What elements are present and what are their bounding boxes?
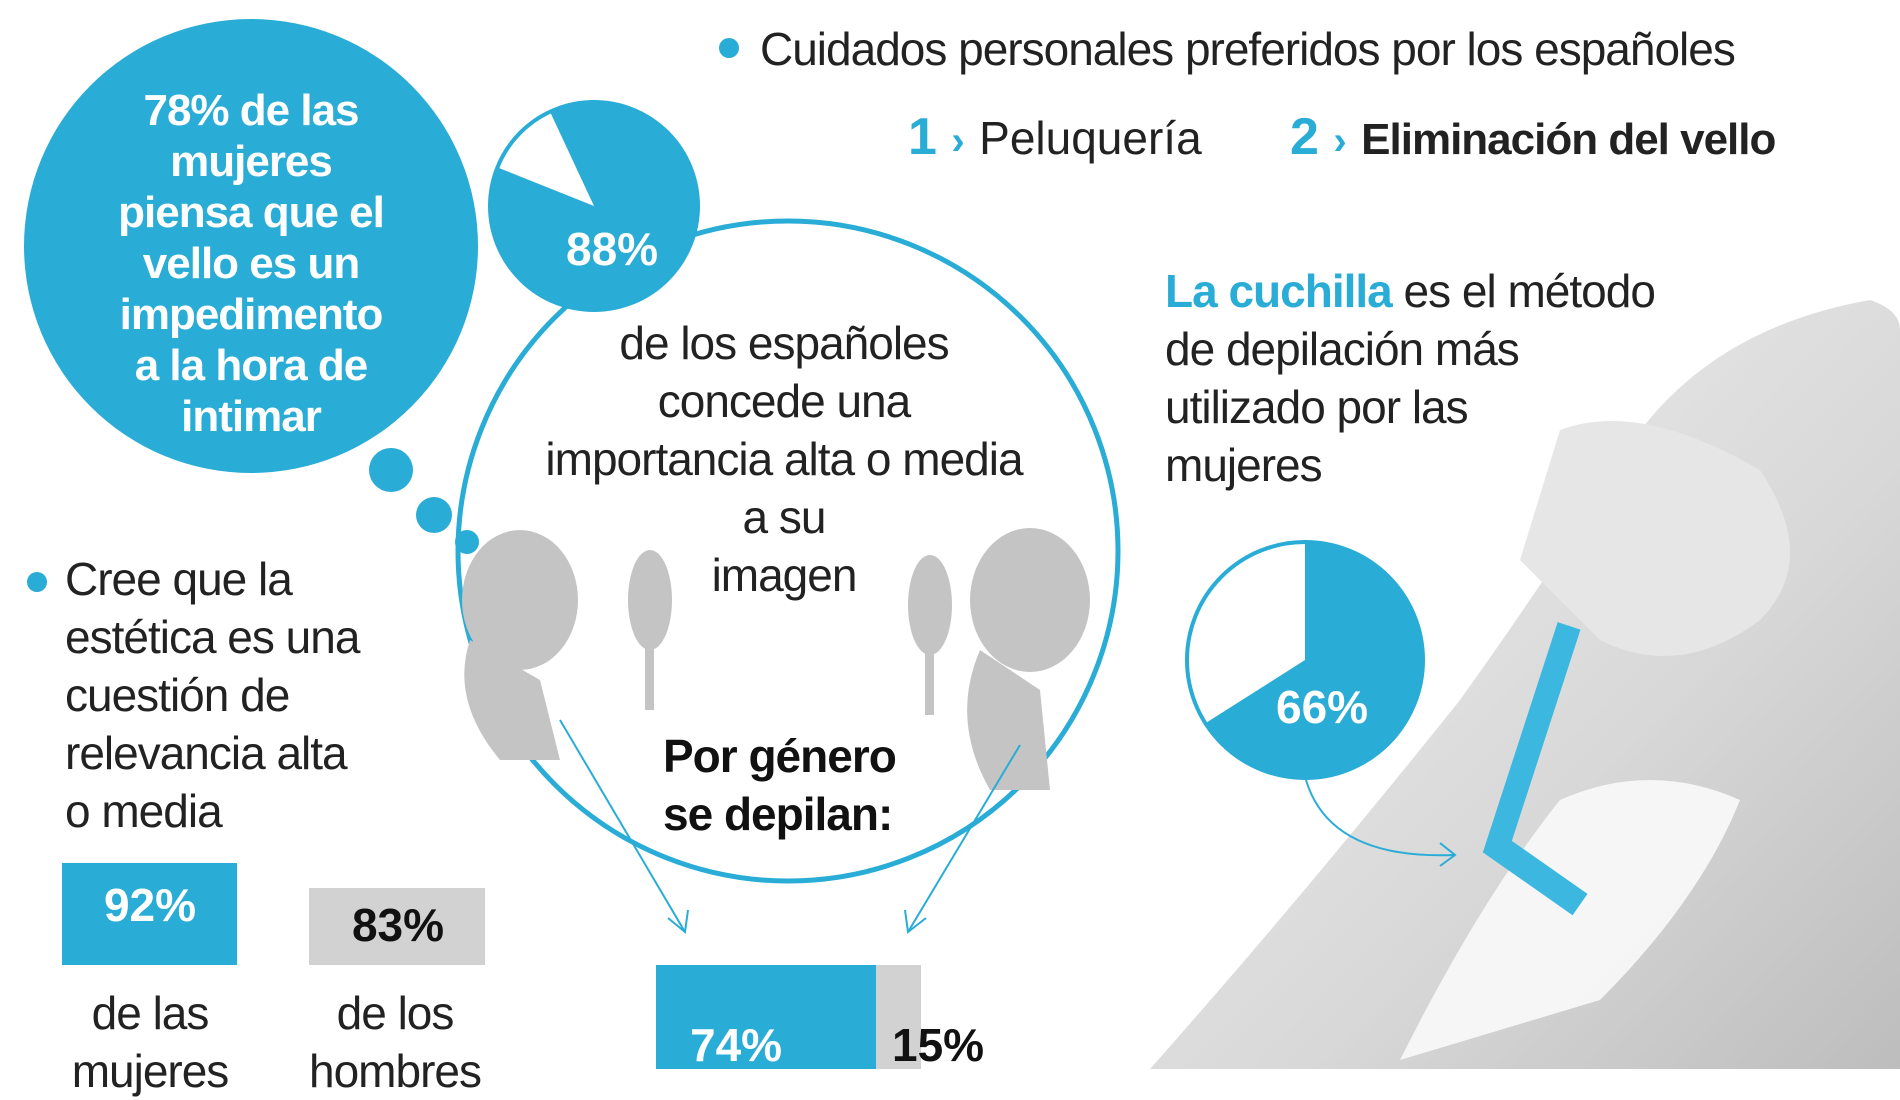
thought-bubble-dot <box>416 497 452 533</box>
women-aesthetics-value: 92% <box>103 879 197 931</box>
men-aesthetics-value: 83% <box>351 899 445 951</box>
thought-bubble <box>24 19 478 473</box>
bubble-line: impedimento <box>119 290 384 339</box>
bubble-line: piensa que el <box>118 188 385 237</box>
bullet-dot-icon <box>27 572 47 592</box>
aesthetics-line: relevancia alta <box>65 727 348 779</box>
bubble-line: a la hora de <box>134 341 369 390</box>
razor-line: La cuchilla es el método <box>1165 262 1656 320</box>
importance-line: a su <box>742 491 827 543</box>
pie-88-label: 88% <box>566 223 659 275</box>
pie-66-percent <box>1185 540 1425 780</box>
label-line: de los <box>336 987 455 1039</box>
razor-rest: es el método <box>1391 265 1656 317</box>
thought-bubble-dot <box>455 530 479 554</box>
bubble-line: 78% de las <box>143 86 359 135</box>
bar-men-15 <box>876 965 921 1069</box>
pie-slice <box>1205 542 1423 778</box>
men-depilate-value: 15% <box>892 1019 985 1071</box>
bar-women-92 <box>62 863 237 965</box>
chevron-right-icon: › <box>1333 119 1347 163</box>
importance-text: de los españoles concede una importancia… <box>545 314 1023 604</box>
importance-line: de los españoles <box>619 317 949 369</box>
bubble-text: 78% de las mujeres piensa que el vello e… <box>118 85 385 442</box>
man-with-mirror-icon <box>462 530 672 760</box>
chevron-right-icon: › <box>951 119 965 163</box>
rank-1-label: Peluquería <box>979 112 1202 164</box>
aesthetics-text: Cree que la estética es una cuestión de … <box>65 550 360 840</box>
razor-photo <box>1150 300 1900 1069</box>
aesthetics-line: estética es una <box>65 611 360 663</box>
aesthetics-line: o media <box>65 785 223 837</box>
razor-text: La cuchilla es el método de depilación m… <box>1165 262 1656 494</box>
rank-2-number: 2 <box>1290 108 1319 166</box>
arrow-icon <box>559 719 1457 934</box>
rank-1-number: 1 <box>908 108 937 166</box>
label-line: mujeres <box>71 1045 230 1097</box>
bubble-line: intimar <box>181 392 322 441</box>
gender-title: Por género se depilan: <box>663 727 897 843</box>
bubble-line: mujeres <box>170 137 333 186</box>
aesthetics-line: Cree que la <box>65 553 293 605</box>
label-line: de las <box>91 987 210 1039</box>
importance-line: importancia alta o media <box>545 433 1023 485</box>
gender-title-line: se depilan: <box>663 788 893 840</box>
women-aesthetics-label: de las mujeres <box>71 984 230 1100</box>
rank-1: 1 › Peluquería <box>908 105 1202 173</box>
thought-bubble-dot <box>369 448 413 492</box>
razor-line: mujeres <box>1165 439 1323 491</box>
razor-highlight: La cuchilla <box>1165 265 1393 317</box>
label-line: hombres <box>309 1045 482 1097</box>
razor-line: de depilación más <box>1165 323 1520 375</box>
header-title: Cuidados personales preferidos por los e… <box>760 23 1736 75</box>
women-depilate-value: 74% <box>690 1019 783 1071</box>
bar-women-74 <box>656 965 876 1069</box>
rank-2-label: Eliminación del vello <box>1361 115 1776 164</box>
razor-line: utilizado por las <box>1165 381 1469 433</box>
bubble-line: vello es un <box>142 239 360 288</box>
importance-line: concede una <box>657 375 911 427</box>
men-aesthetics-label: de los hombres <box>309 984 482 1100</box>
rank-2: 2 › Eliminación del vello <box>1290 105 1776 173</box>
woman-with-mirror-icon <box>908 528 1090 790</box>
importance-line: imagen <box>711 549 858 601</box>
graphics-layer <box>24 19 1900 1069</box>
pie-slice <box>490 102 698 310</box>
aesthetics-line: cuestión de <box>65 669 290 721</box>
bar-men-83 <box>309 888 485 965</box>
gender-title-line: Por género <box>663 730 897 782</box>
importance-outline-circle <box>455 218 1121 884</box>
pie-88-percent <box>488 100 700 312</box>
bullet-dot-icon <box>719 38 739 58</box>
pie-66-label: 66% <box>1276 681 1369 733</box>
